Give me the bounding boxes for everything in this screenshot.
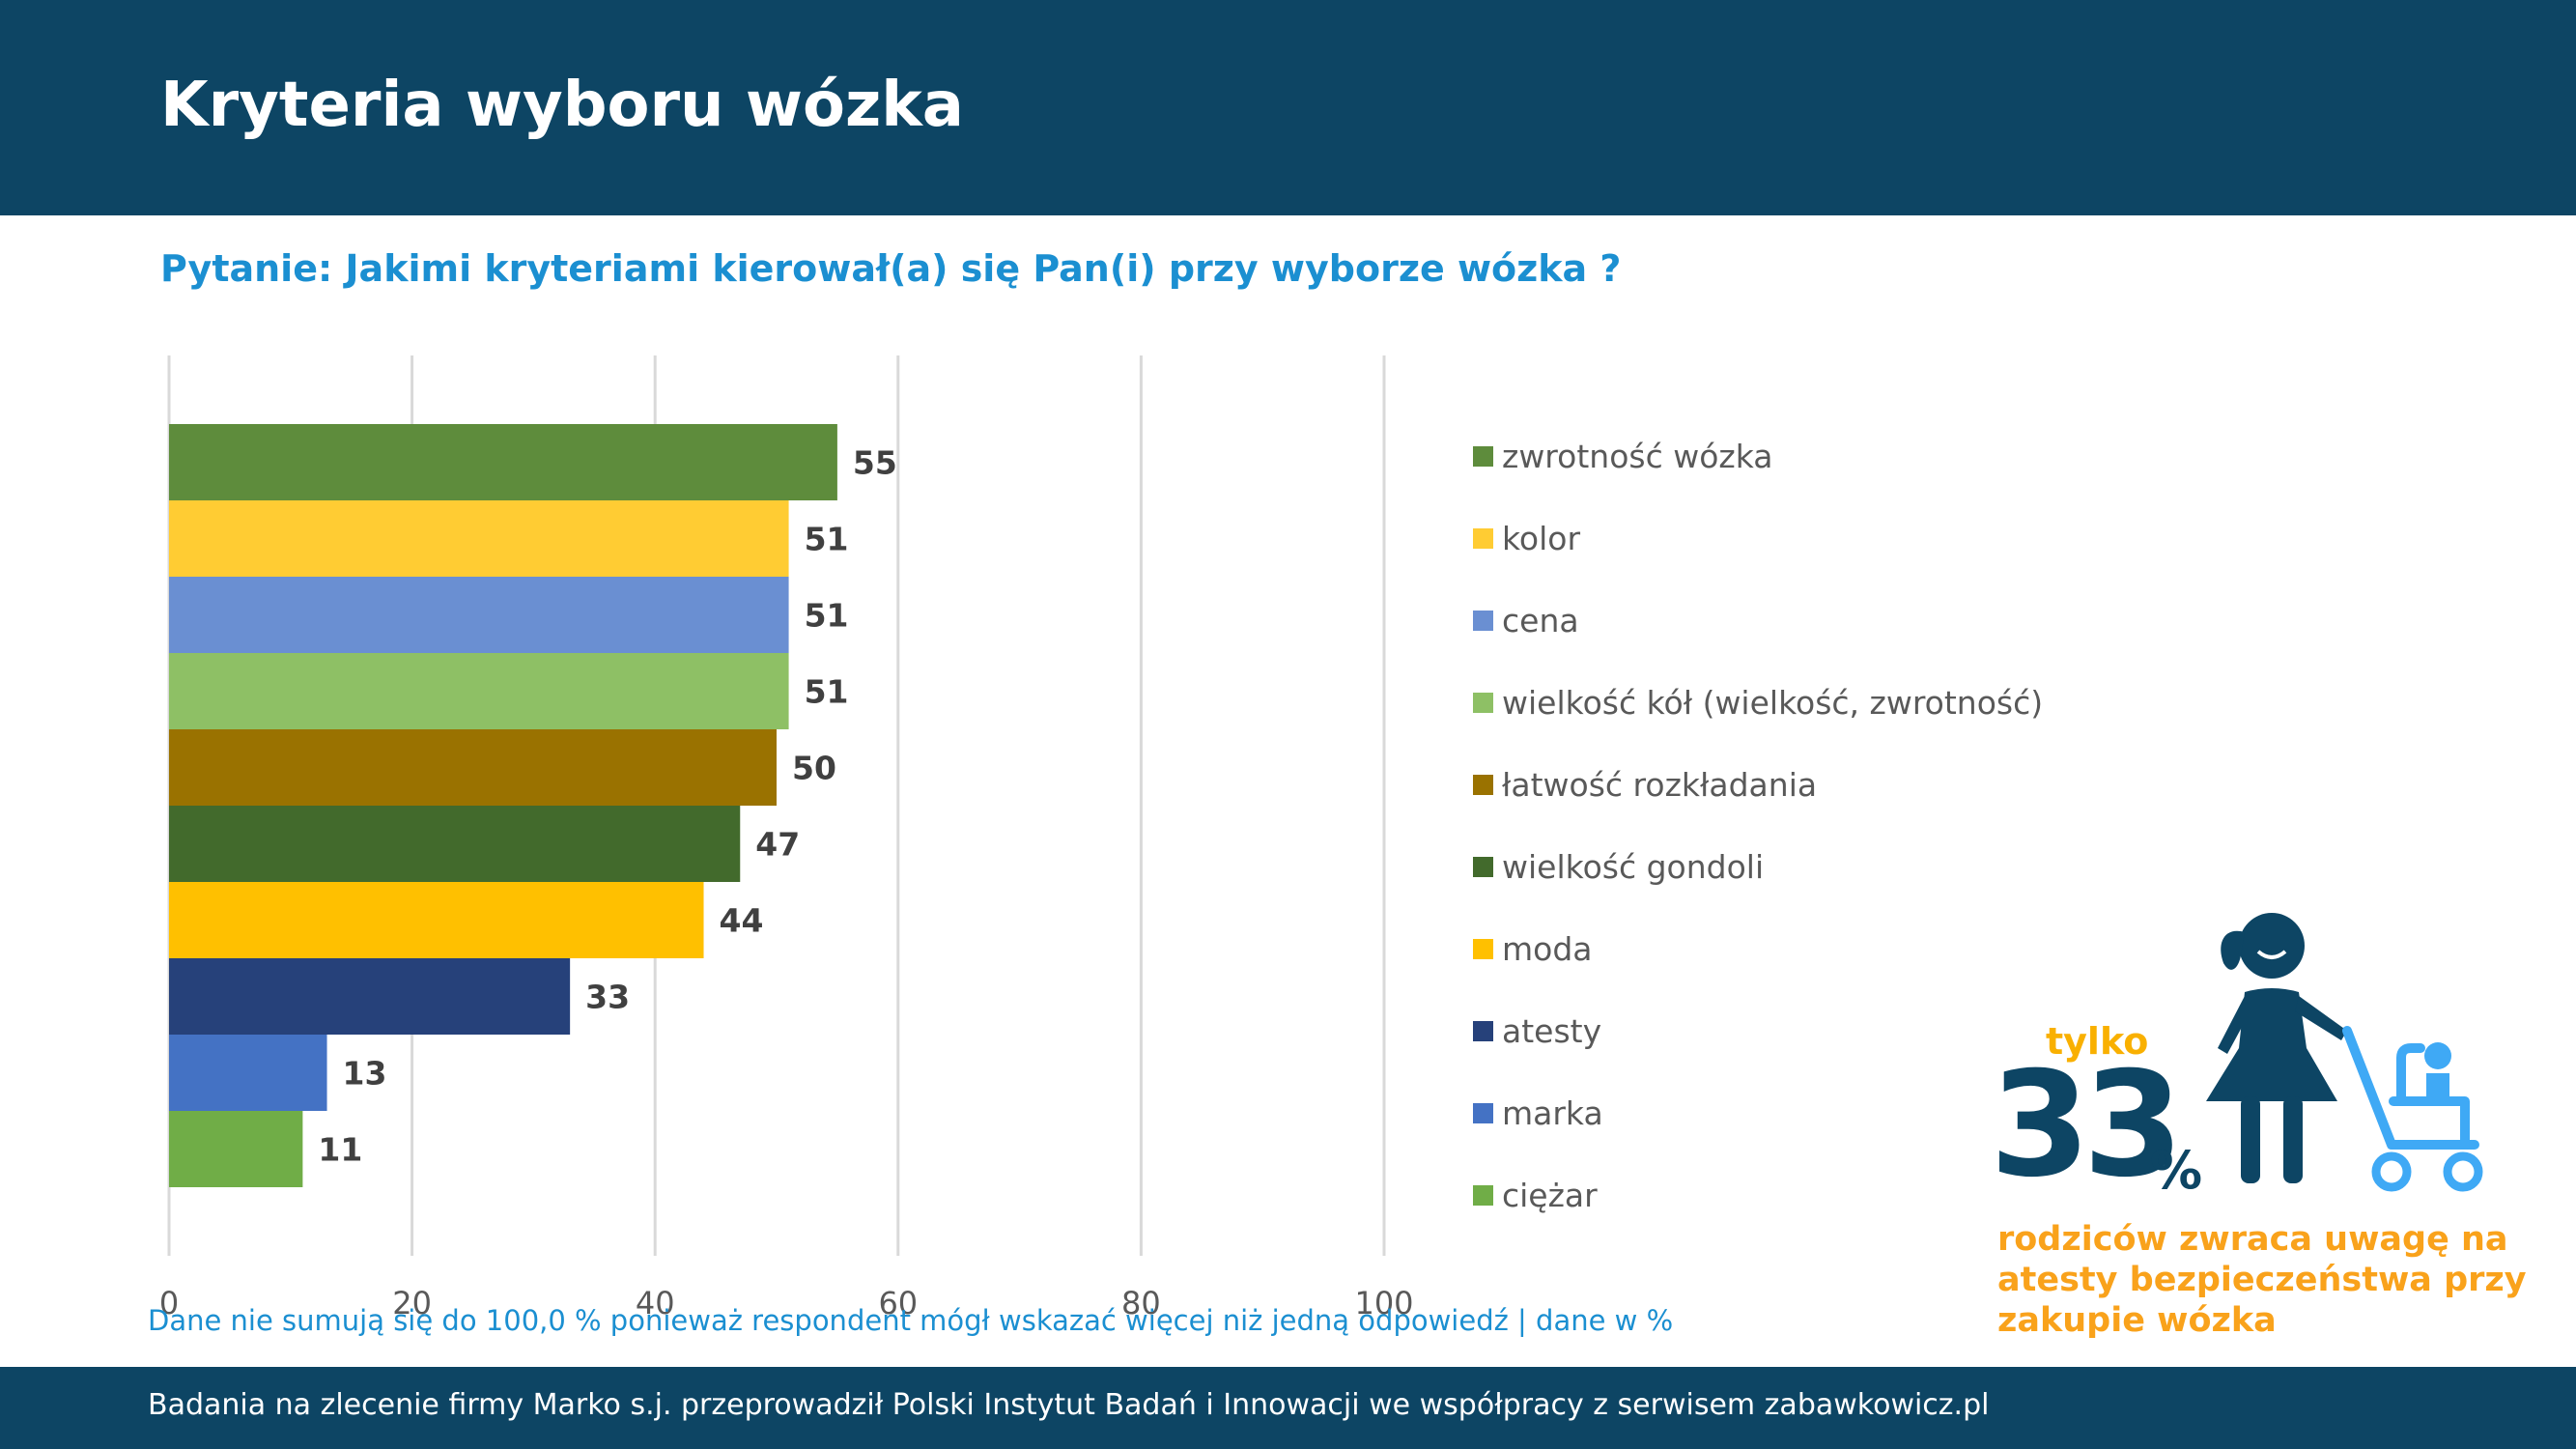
- legend-label: zwrotność wózka: [1502, 438, 1773, 475]
- bar: [169, 577, 789, 653]
- legend-label: wielkość gondoli: [1502, 848, 1765, 886]
- legend-swatch: [1473, 857, 1493, 877]
- bar: [169, 806, 741, 882]
- legend-label: kolor: [1502, 520, 1581, 557]
- infographic-caption: rodziców zwraca uwagę na atesty bezpiecz…: [1997, 1220, 2527, 1340]
- bar: [169, 1111, 303, 1187]
- legend-swatch: [1473, 528, 1493, 549]
- legend-swatch: [1473, 1103, 1493, 1123]
- bar-data-label: 47: [755, 826, 800, 864]
- bar: [169, 653, 789, 729]
- infographic-number: 33: [1990, 1041, 2184, 1209]
- chart-footnote: Dane nie sumują się do 100,0 % ponieważ …: [148, 1304, 1674, 1337]
- legend-item: marka: [1473, 1072, 2043, 1154]
- legend-swatch: [1473, 1021, 1493, 1041]
- x-tick-label: 40: [636, 1285, 675, 1321]
- bar-data-label: 50: [792, 750, 836, 787]
- bar: [169, 500, 789, 577]
- x-tick-label: 60: [878, 1285, 918, 1321]
- x-tick-label: 80: [1121, 1285, 1161, 1321]
- legend-item: cena: [1473, 580, 2043, 662]
- infographic-prefix: tylko: [2046, 1020, 2149, 1063]
- question-text: Pytanie: Jakimi kryteriami kierował(a) s…: [160, 247, 1622, 290]
- legend-swatch: [1473, 693, 1493, 713]
- header-bar: Kryteria wyboru wózka: [0, 0, 2576, 215]
- legend-swatch: [1473, 611, 1493, 631]
- bar-data-label: 33: [585, 979, 630, 1016]
- x-tick-label: 20: [392, 1285, 432, 1321]
- legend-swatch: [1473, 1185, 1493, 1206]
- legend-swatch: [1473, 939, 1493, 959]
- bar-data-label: 11: [318, 1131, 362, 1169]
- bar-data-label: 51: [805, 597, 849, 635]
- x-tick-label: 0: [159, 1285, 179, 1321]
- x-tick-label: 100: [1354, 1285, 1413, 1321]
- legend-swatch: [1473, 446, 1493, 467]
- bar-data-label: 13: [343, 1055, 387, 1093]
- bar: [169, 958, 571, 1035]
- legend-label: ciężar: [1502, 1177, 1598, 1214]
- bar-data-label: 51: [805, 673, 849, 711]
- legend-label: łatwość rozkładania: [1502, 766, 1818, 804]
- legend-item: atesty: [1473, 990, 2043, 1072]
- chart-legend: zwrotność wózka kolor cena wielkość kół (wi…: [1473, 415, 2043, 1236]
- footer-text: Badania na zlecenie firmy Marko s.j. prz…: [148, 1388, 1990, 1422]
- bar: [169, 1035, 327, 1111]
- mother-with-stroller-icon: [2206, 913, 2483, 1192]
- infographic-percent: %: [2150, 1140, 2203, 1201]
- legend-item: wielkość gondoli: [1473, 826, 2043, 908]
- legend-item: zwrotność wózka: [1473, 415, 2043, 497]
- legend-label: atesty: [1502, 1012, 1602, 1050]
- bar-data-label: 51: [805, 521, 849, 558]
- legend-label: moda: [1502, 930, 1593, 968]
- page-title: Kryteria wyboru wózka: [160, 70, 964, 141]
- legend-label: wielkość kół (wielkość, zwrotność): [1502, 684, 2044, 722]
- legend-item: kolor: [1473, 497, 2043, 580]
- legend-label: marka: [1502, 1094, 1603, 1132]
- bar: [169, 424, 837, 500]
- bar-data-label: 55: [853, 444, 897, 482]
- legend-item: łatwość rozkładania: [1473, 744, 2043, 826]
- footer-bar: Badania na zlecenie firmy Marko s.j. prz…: [0, 1367, 2576, 1449]
- legend-item: wielkość kół (wielkość, zwrotność): [1473, 662, 2043, 744]
- legend-item: ciężar: [1473, 1154, 2043, 1236]
- bar: [169, 882, 704, 958]
- bar-data-label: 44: [720, 902, 764, 940]
- legend-item: moda: [1473, 908, 2043, 990]
- legend-label: cena: [1502, 602, 1579, 639]
- bar: [169, 729, 777, 806]
- legend-swatch: [1473, 775, 1493, 795]
